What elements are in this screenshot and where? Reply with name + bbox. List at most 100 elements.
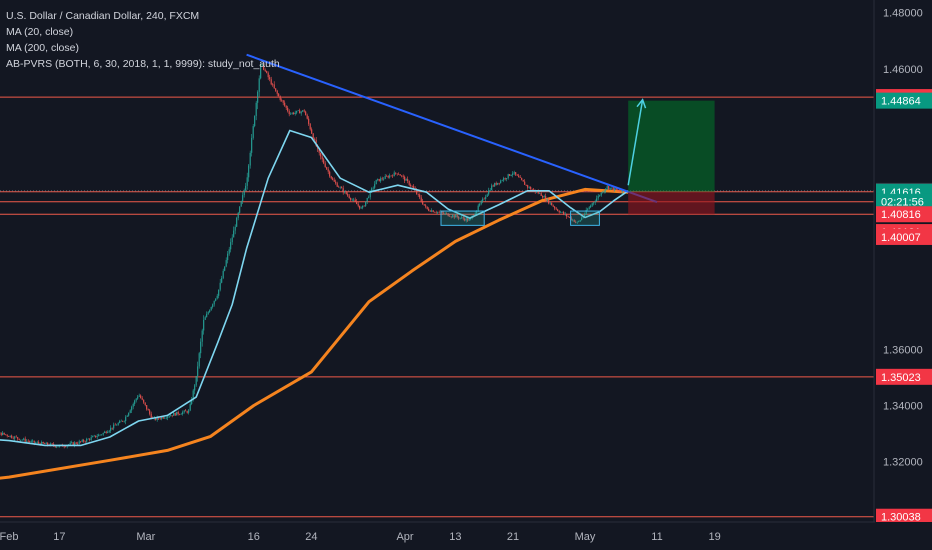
time-tick-label: 17 — [53, 531, 65, 543]
candle-body — [35, 442, 37, 444]
candle-body — [564, 213, 566, 215]
drawings-layer[interactable] — [246, 53, 715, 226]
candle-body — [137, 396, 139, 399]
descending-trendline[interactable] — [246, 53, 658, 204]
candle-body — [363, 205, 365, 207]
price-label-tag[interactable] — [876, 368, 932, 385]
price-label-text: 1.40816 — [881, 209, 921, 221]
support-box[interactable] — [570, 210, 600, 226]
candle-body — [533, 189, 535, 191]
candle-body — [543, 196, 545, 198]
price-label-tag[interactable] — [876, 206, 932, 223]
candle-body — [74, 442, 76, 445]
candle-body — [276, 90, 278, 94]
candle-body — [330, 176, 332, 179]
candle-body — [479, 204, 481, 206]
candle-body — [405, 179, 407, 181]
candle-body — [476, 210, 478, 214]
position-target-zone[interactable] — [628, 100, 715, 192]
candle-body — [452, 215, 454, 217]
candle-body — [270, 79, 272, 85]
projection-arrow[interactable] — [627, 99, 644, 186]
price-tick-label: 1.36000 — [883, 344, 923, 356]
position-stop-zone[interactable] — [628, 191, 715, 215]
candle-body — [402, 175, 404, 177]
candle-body — [20, 439, 22, 441]
price-label-text: 1.30038 — [881, 512, 921, 524]
candle-body — [95, 435, 97, 438]
candle-body — [617, 189, 619, 191]
price-label-tag[interactable] — [876, 92, 932, 109]
price-label-tag[interactable] — [876, 193, 932, 210]
candle-body — [584, 214, 586, 217]
candle-body — [432, 210, 434, 213]
candle-body — [123, 421, 125, 422]
price-label-tag[interactable] — [876, 228, 932, 245]
candle-body — [602, 192, 604, 194]
candle-body — [521, 178, 523, 180]
price-tick-label: 1.34000 — [883, 401, 923, 413]
candle-body — [116, 425, 118, 426]
legend-ma20[interactable]: MA (20, close) — [6, 26, 74, 38]
legend-ma200[interactable]: MA (200, close) — [6, 42, 79, 54]
candle-body — [468, 219, 470, 221]
candle-body — [387, 176, 389, 178]
candle-body — [576, 221, 578, 223]
candle-body — [486, 194, 488, 197]
candle-body — [449, 216, 451, 217]
candle-body — [407, 179, 409, 182]
candle-body — [180, 414, 182, 415]
candle-body — [81, 439, 83, 442]
candle-body — [540, 193, 542, 196]
price-label-tag[interactable] — [876, 508, 932, 525]
candle-body — [590, 205, 592, 208]
candle-body — [378, 178, 380, 182]
candle-body — [509, 174, 511, 176]
candle-body — [101, 434, 103, 436]
candle-body — [159, 418, 161, 419]
candle-body — [572, 219, 574, 221]
candle-body — [536, 191, 538, 193]
candle-body — [254, 115, 256, 127]
candle-body — [105, 431, 107, 433]
candle-body — [126, 415, 128, 417]
candle-body — [210, 307, 212, 311]
candle-body — [149, 410, 151, 414]
candle-body — [125, 416, 127, 422]
candle-body — [401, 175, 403, 177]
candle-body — [354, 199, 356, 202]
candle-body — [561, 211, 563, 213]
candle-body — [620, 191, 622, 193]
candle-body — [222, 270, 224, 279]
candle-body — [264, 69, 266, 72]
candle-body — [303, 110, 305, 112]
candle-body — [110, 427, 112, 431]
candle-body — [569, 216, 571, 218]
legend-study[interactable]: AB-PVRS (BOTH, 6, 30, 2018, 1, 1, 9999):… — [6, 58, 280, 70]
candle-body — [161, 416, 163, 419]
time-axis[interactable]: Feb 17 Mar 16 24 Apr 13 21 May 11 19 — [0, 521, 932, 550]
candle-body — [374, 184, 376, 188]
candle-body — [2, 432, 4, 436]
projection-arrowhead — [636, 98, 647, 109]
candle-body — [162, 416, 164, 419]
candle-body — [609, 187, 611, 190]
support-box[interactable] — [440, 210, 485, 226]
candle-body — [201, 330, 203, 342]
horizontal-levels[interactable] — [0, 96, 874, 518]
candle-body — [458, 217, 460, 219]
price-axis[interactable]: 1.480001.460001.360001.340001.320001.449… — [873, 0, 932, 550]
candle-body — [23, 438, 25, 440]
candle-body — [263, 63, 265, 70]
candle-body — [191, 399, 193, 404]
time-tick-label: 16 — [248, 531, 260, 543]
candle-body — [309, 123, 311, 130]
price-label-text: 1.35023 — [881, 372, 921, 384]
time-tick-label: 19 — [708, 531, 720, 543]
candle-body — [545, 196, 547, 201]
candle-body — [5, 434, 7, 435]
candle-body — [3, 432, 5, 435]
candle-body — [528, 186, 530, 188]
candle-body — [516, 174, 518, 176]
